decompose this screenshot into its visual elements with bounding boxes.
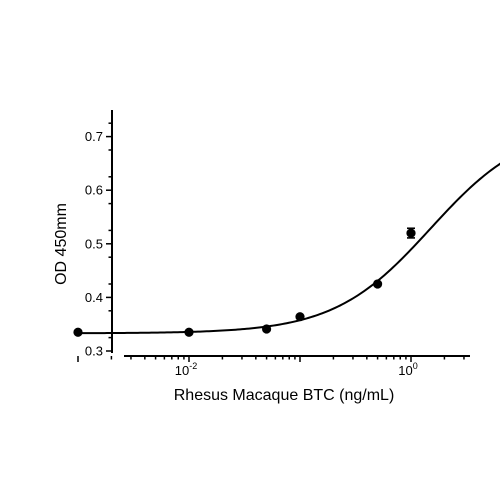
x-axis-title: Rhesus Macaque BTC (ng/mL)	[174, 387, 395, 404]
fit-curve	[78, 162, 500, 335]
data-point	[406, 228, 416, 238]
x-tick-exponent: 0	[413, 361, 418, 371]
y-tick-label: 0.4	[85, 290, 103, 305]
x-tick-label: 10-2	[175, 361, 197, 378]
y-axis-title: OD 450mm	[53, 203, 70, 285]
data-marks	[73, 227, 416, 337]
ticks	[77, 122, 465, 362]
data-point	[184, 327, 194, 337]
y-tick-label: 0.5	[85, 236, 103, 251]
x-tick-label: 100	[398, 361, 417, 378]
data-point	[372, 279, 383, 289]
y-tick-label: 0.6	[85, 183, 103, 198]
axes	[111, 110, 470, 357]
data-point	[261, 324, 272, 334]
data-point	[73, 327, 83, 337]
y-tick-label: 0.3	[85, 344, 103, 359]
y-tick-label: 0.7	[85, 129, 103, 144]
x-tick-base: 10	[398, 363, 412, 378]
tick-labels: 0.30.40.50.60.710-2100102	[85, 129, 418, 378]
data-point	[295, 312, 305, 322]
x-tick-exponent: -2	[189, 361, 197, 371]
x-tick-base: 10	[175, 363, 189, 378]
